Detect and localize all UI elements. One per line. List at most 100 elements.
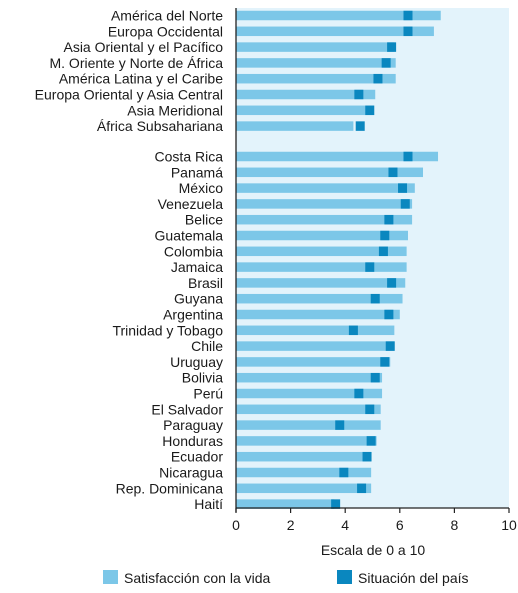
category-label: Europa Occidental xyxy=(108,23,223,39)
marker-country-situation xyxy=(387,42,397,52)
category-label: Haití xyxy=(194,496,223,512)
category-label: Uruguay xyxy=(170,354,223,370)
category-label: Ecuador xyxy=(171,449,223,465)
bar-life-satisfaction xyxy=(236,309,400,320)
marker-country-situation xyxy=(387,278,397,288)
marker-country-situation xyxy=(403,10,413,21)
category-label: Nicaragua xyxy=(159,465,223,481)
marker-country-situation xyxy=(388,167,398,178)
marker-country-situation xyxy=(355,121,365,131)
bar-life-satisfaction xyxy=(236,325,395,336)
bar-life-satisfaction xyxy=(236,499,335,509)
marker-country-situation xyxy=(403,151,413,162)
bar-life-satisfaction xyxy=(236,26,434,37)
bar-life-satisfaction xyxy=(236,214,413,225)
bar-life-satisfaction xyxy=(236,420,381,430)
category-label: Guyana xyxy=(174,291,223,307)
marker-country-situation xyxy=(335,420,345,430)
bar-life-satisfaction xyxy=(236,278,406,288)
marker-country-situation xyxy=(348,325,358,336)
marker-country-situation xyxy=(384,214,394,225)
category-label: M. Oriente y Norte de África xyxy=(49,55,223,71)
legend-swatch-life-satisfaction xyxy=(103,570,118,584)
legend: Satisfacción con la vida Situación del p… xyxy=(103,570,469,586)
bar-life-satisfaction xyxy=(236,341,395,351)
category-label: Europa Oriental y Asia Central xyxy=(35,87,223,103)
bar-life-satisfaction xyxy=(236,262,407,272)
bar-life-satisfaction xyxy=(236,246,407,257)
category-label: América del Norte xyxy=(111,8,223,24)
bar-life-satisfaction xyxy=(236,372,383,383)
x-tick-label: 2 xyxy=(287,517,295,533)
category-label: Panamá xyxy=(171,164,223,180)
marker-country-situation xyxy=(370,372,380,383)
legend-swatch-country-situation xyxy=(337,570,352,584)
marker-country-situation xyxy=(331,499,341,509)
bar-life-satisfaction xyxy=(236,105,374,116)
category-label: Bolivia xyxy=(182,370,223,386)
marker-country-situation xyxy=(365,105,375,116)
marker-country-situation xyxy=(339,467,349,478)
category-label: Honduras xyxy=(162,433,223,449)
bar-life-satisfaction xyxy=(236,357,391,367)
category-label: Costa Rica xyxy=(155,149,224,165)
bar-life-satisfaction xyxy=(236,467,372,478)
x-tick-label: 8 xyxy=(451,517,459,533)
bar-life-satisfaction xyxy=(236,151,439,162)
category-label: Argentina xyxy=(163,307,223,323)
marker-country-situation xyxy=(378,246,388,257)
marker-country-situation xyxy=(381,58,391,68)
category-label: El Salvador xyxy=(151,401,223,417)
bars-layer xyxy=(236,10,441,509)
category-label: Asia Meridional xyxy=(127,102,223,118)
x-axis: 0 2 4 6 8 10 xyxy=(232,8,517,533)
bar-life-satisfaction xyxy=(236,293,403,304)
category-label: África Subsahariana xyxy=(97,118,223,134)
category-label: Asia Oriental y el Pacífico xyxy=(63,39,223,55)
marker-country-situation xyxy=(365,262,375,272)
marker-country-situation xyxy=(400,199,410,209)
marker-country-situation xyxy=(398,183,408,193)
bar-life-satisfaction xyxy=(236,199,413,209)
x-tick-label: 10 xyxy=(501,517,517,533)
x-tick-label: 6 xyxy=(396,517,404,533)
category-label: México xyxy=(179,180,224,196)
marker-country-situation xyxy=(380,230,390,241)
category-label: Brasil xyxy=(188,275,223,291)
bar-life-satisfaction xyxy=(236,167,424,178)
marker-country-situation xyxy=(362,451,372,462)
marker-country-situation xyxy=(365,404,375,415)
bar-life-satisfaction xyxy=(236,230,408,241)
bar-life-satisfaction xyxy=(236,42,395,52)
category-label: Chile xyxy=(191,338,223,354)
bar-life-satisfaction xyxy=(236,89,376,100)
category-label: Perú xyxy=(193,386,223,402)
category-label: Belice xyxy=(185,212,223,228)
marker-country-situation xyxy=(366,436,376,446)
x-tick-label: 4 xyxy=(341,517,349,533)
x-axis-label: Escala de 0 a 10 xyxy=(321,542,426,558)
category-label: Colombia xyxy=(164,243,223,259)
legend-label-country-situation: Situación del país xyxy=(358,570,469,586)
marker-country-situation xyxy=(357,483,367,494)
x-tick-label: 0 xyxy=(232,517,240,533)
marker-country-situation xyxy=(403,26,413,37)
marker-country-situation xyxy=(373,73,383,84)
category-label: Trinidad y Tobago xyxy=(112,322,223,338)
category-label: Paraguay xyxy=(163,417,223,433)
category-label: América Latina y el Caribe xyxy=(59,71,223,87)
legend-label-life-satisfaction: Satisfacción con la vida xyxy=(124,570,271,586)
marker-country-situation xyxy=(370,293,380,304)
marker-country-situation xyxy=(384,309,394,320)
marker-country-situation xyxy=(354,388,364,399)
bar-life-satisfaction xyxy=(236,183,415,193)
category-label: Guatemala xyxy=(155,228,224,244)
category-label: Venezuela xyxy=(158,196,224,212)
bar-life-satisfaction xyxy=(236,436,377,446)
category-label: Jamaica xyxy=(171,259,223,275)
marker-country-situation xyxy=(385,341,395,351)
bar-life-satisfaction xyxy=(236,404,381,415)
marker-country-situation xyxy=(380,357,390,367)
bar-life-satisfaction xyxy=(236,388,383,399)
